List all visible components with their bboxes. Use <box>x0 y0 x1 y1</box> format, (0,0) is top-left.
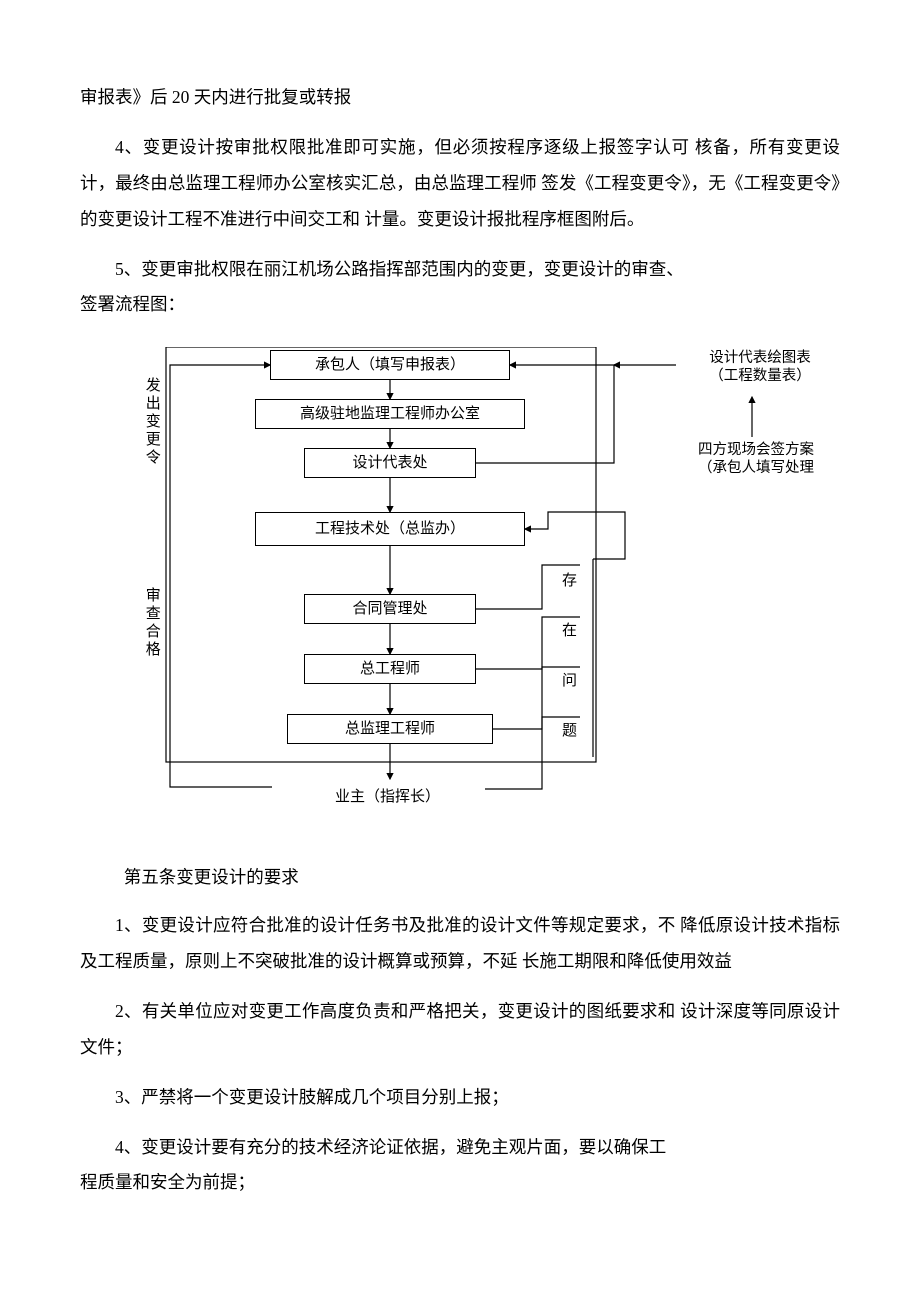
paragraph-6a: 4、变更设计要有充分的技术经济论证依据，避免主观片面，要以确保工 <box>80 1130 840 1166</box>
paragraph-4: 2、有关单位应对变更工作高度负责和严格把关，变更设计的图纸要求和 设计深度等同原… <box>80 994 840 1066</box>
flowchart-node-n1: 承包人（填写申报表） <box>270 350 510 380</box>
paragraph-1: 4、变更设计按审批权限批准即可实施，但必须按程序逐级上报签字认可 核备，所有变更… <box>80 130 840 238</box>
paragraph-6b: 程质量和安全为前提； <box>80 1165 840 1201</box>
paragraph-5: 3、严禁将一个变更设计肢解成几个项目分别上报； <box>80 1080 840 1116</box>
flowchart-vertcol-char: 题 <box>562 719 577 740</box>
flowchart-vertlabel-left1: 发出变更令 <box>142 377 161 487</box>
flowchart-node-n2: 高级驻地监理工程师办公室 <box>255 399 525 429</box>
paragraph-3: 1、变更设计应符合批准的设计任务书及批准的设计文件等规定要求，不 降低原设计技术… <box>80 908 840 980</box>
flowchart-node-n3: 设计代表处 <box>304 448 476 478</box>
flowchart-diagram: 承包人（填写申报表） 高级驻地监理工程师办公室设计代表处工程技术处（总监办） 合同管… <box>80 347 840 852</box>
paragraph-0: 审报表》后 20 天内进行批复或转报 <box>80 80 840 116</box>
flowchart-node-n7: 总监理工程师 <box>287 714 493 744</box>
paragraph-2a: 5、变更审批权限在丽江机场公路指挥部范围内的变更，变更设计的审查、 <box>80 252 840 288</box>
flowchart-vertcol-char: 在 <box>562 619 577 640</box>
paragraph-2b: 签署流程图： <box>80 287 840 323</box>
flowchart-vertcol-char: 问 <box>562 669 577 690</box>
section-title: 第五条变更设计的要求 <box>124 860 840 896</box>
flowchart-node-n5: 合同管理处 <box>304 594 476 624</box>
flowchart-sidenote-s1: 设计代表绘图表（工程数量表） <box>680 349 840 385</box>
flowchart-sidenote-s2: 四方现场会签方案（承包人填写处理 <box>666 441 846 477</box>
flowchart-node-n6: 总工程师 <box>304 654 476 684</box>
flowchart-vertcol-char: 存 <box>562 569 577 590</box>
flowchart-node-n8: 业主（指挥长） <box>290 787 485 807</box>
flowchart-node-n4: 工程技术处（总监办） <box>255 512 525 546</box>
flowchart-vertlabel-left2: 审查合格 <box>142 587 161 677</box>
